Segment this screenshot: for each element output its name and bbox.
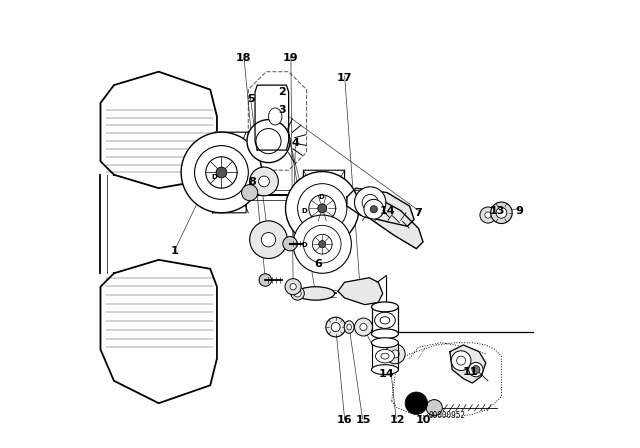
Circle shape xyxy=(485,212,491,218)
Circle shape xyxy=(259,274,271,286)
Text: 14: 14 xyxy=(380,206,395,215)
Circle shape xyxy=(355,187,386,218)
Text: 6: 6 xyxy=(314,259,322,269)
Text: D: D xyxy=(301,207,307,214)
Ellipse shape xyxy=(294,290,301,297)
Circle shape xyxy=(259,176,269,187)
Circle shape xyxy=(319,241,326,248)
Text: 13: 13 xyxy=(489,206,505,215)
Circle shape xyxy=(362,194,378,211)
Text: 7: 7 xyxy=(415,208,422,218)
Circle shape xyxy=(326,317,346,337)
Polygon shape xyxy=(371,343,398,370)
Circle shape xyxy=(360,323,367,331)
Text: 16: 16 xyxy=(337,415,353,425)
Text: 9: 9 xyxy=(515,206,524,215)
Ellipse shape xyxy=(372,302,399,312)
Text: 8: 8 xyxy=(248,177,256,187)
Text: 14: 14 xyxy=(378,369,394,379)
Circle shape xyxy=(391,350,399,358)
Circle shape xyxy=(303,225,341,263)
Circle shape xyxy=(405,392,428,414)
Polygon shape xyxy=(450,345,486,383)
Ellipse shape xyxy=(296,287,335,300)
Ellipse shape xyxy=(372,338,399,348)
Circle shape xyxy=(426,400,442,416)
Circle shape xyxy=(456,356,466,365)
Circle shape xyxy=(247,120,290,163)
Ellipse shape xyxy=(380,317,390,324)
Circle shape xyxy=(312,234,332,254)
Circle shape xyxy=(332,323,340,332)
Circle shape xyxy=(250,167,278,196)
Circle shape xyxy=(496,207,507,218)
Polygon shape xyxy=(255,85,289,150)
Circle shape xyxy=(285,172,359,245)
Text: 19: 19 xyxy=(283,53,299,63)
Polygon shape xyxy=(100,260,217,403)
Circle shape xyxy=(451,351,471,370)
Polygon shape xyxy=(212,132,248,213)
Text: 15: 15 xyxy=(355,415,371,425)
Circle shape xyxy=(250,221,287,258)
Ellipse shape xyxy=(372,365,399,375)
Circle shape xyxy=(181,132,262,213)
Ellipse shape xyxy=(344,321,354,333)
Ellipse shape xyxy=(374,312,396,328)
Circle shape xyxy=(298,184,347,233)
Text: 3: 3 xyxy=(278,105,285,115)
Polygon shape xyxy=(100,175,106,273)
Circle shape xyxy=(364,199,383,219)
Polygon shape xyxy=(365,197,423,249)
Circle shape xyxy=(491,202,512,224)
Text: 4: 4 xyxy=(291,138,300,148)
Polygon shape xyxy=(338,278,383,305)
Ellipse shape xyxy=(291,287,305,300)
Ellipse shape xyxy=(372,329,399,339)
Text: 00000952: 00000952 xyxy=(428,411,465,420)
Circle shape xyxy=(216,167,227,178)
Text: D: D xyxy=(301,242,307,248)
Text: 1: 1 xyxy=(170,246,179,256)
Circle shape xyxy=(195,146,248,199)
Circle shape xyxy=(309,195,336,222)
Text: 12: 12 xyxy=(389,415,405,425)
Circle shape xyxy=(480,207,496,223)
Circle shape xyxy=(206,157,237,188)
Polygon shape xyxy=(302,170,345,246)
Circle shape xyxy=(290,284,296,290)
Circle shape xyxy=(468,362,483,377)
Circle shape xyxy=(242,185,258,201)
Text: 2: 2 xyxy=(278,87,286,97)
Ellipse shape xyxy=(269,108,282,125)
Polygon shape xyxy=(371,307,398,334)
Text: 10: 10 xyxy=(415,415,431,425)
Text: D: D xyxy=(319,194,324,200)
Circle shape xyxy=(385,344,405,364)
Circle shape xyxy=(285,279,301,295)
Circle shape xyxy=(355,318,372,336)
Circle shape xyxy=(370,206,378,213)
Ellipse shape xyxy=(376,349,394,363)
Circle shape xyxy=(283,237,297,251)
Circle shape xyxy=(317,204,327,213)
Circle shape xyxy=(293,215,351,273)
Circle shape xyxy=(472,366,480,374)
Text: 5: 5 xyxy=(247,94,254,103)
Polygon shape xyxy=(347,188,414,226)
Circle shape xyxy=(261,233,276,247)
Text: D: D xyxy=(211,174,217,180)
Polygon shape xyxy=(100,72,217,188)
Ellipse shape xyxy=(381,353,389,359)
Text: 18: 18 xyxy=(236,53,252,63)
Ellipse shape xyxy=(347,324,351,330)
Text: 17: 17 xyxy=(337,73,353,83)
Ellipse shape xyxy=(263,101,287,132)
Text: 11: 11 xyxy=(462,367,478,377)
Circle shape xyxy=(256,129,281,154)
